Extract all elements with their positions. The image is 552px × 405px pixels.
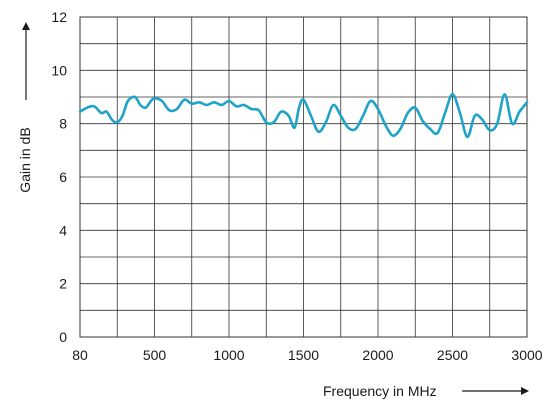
x-tick-label: 1000: [213, 347, 244, 363]
x-tick-label: 500: [143, 347, 167, 363]
y-tick-label: 6: [59, 169, 67, 185]
x-axis-title: Frequency in MHz: [323, 383, 437, 399]
x-tick-label: 2000: [362, 347, 393, 363]
y-tick-label: 10: [51, 62, 67, 78]
x-tick-label: 1500: [288, 347, 319, 363]
plot-frame: [79, 16, 528, 338]
y-axis-tick-labels: 0 2 4 6 8 10 12: [51, 9, 67, 345]
y-tick-label: 8: [59, 116, 67, 132]
y-tick-label: 12: [51, 9, 67, 25]
x-tick-label: 3000: [511, 347, 542, 363]
x-tick-label: 80: [72, 347, 88, 363]
grid: [80, 17, 527, 337]
y-tick-label: 2: [59, 276, 67, 292]
x-tick-label: 2500: [437, 347, 468, 363]
gain-series-line: [78, 93, 529, 139]
y-tick-label: 4: [59, 222, 67, 238]
y-axis-title: Gain in dB: [17, 127, 33, 192]
x-axis-tick-labels: 80 500 1000 1500 2000 2500 3000: [72, 347, 543, 363]
y-tick-label: 0: [59, 329, 67, 345]
